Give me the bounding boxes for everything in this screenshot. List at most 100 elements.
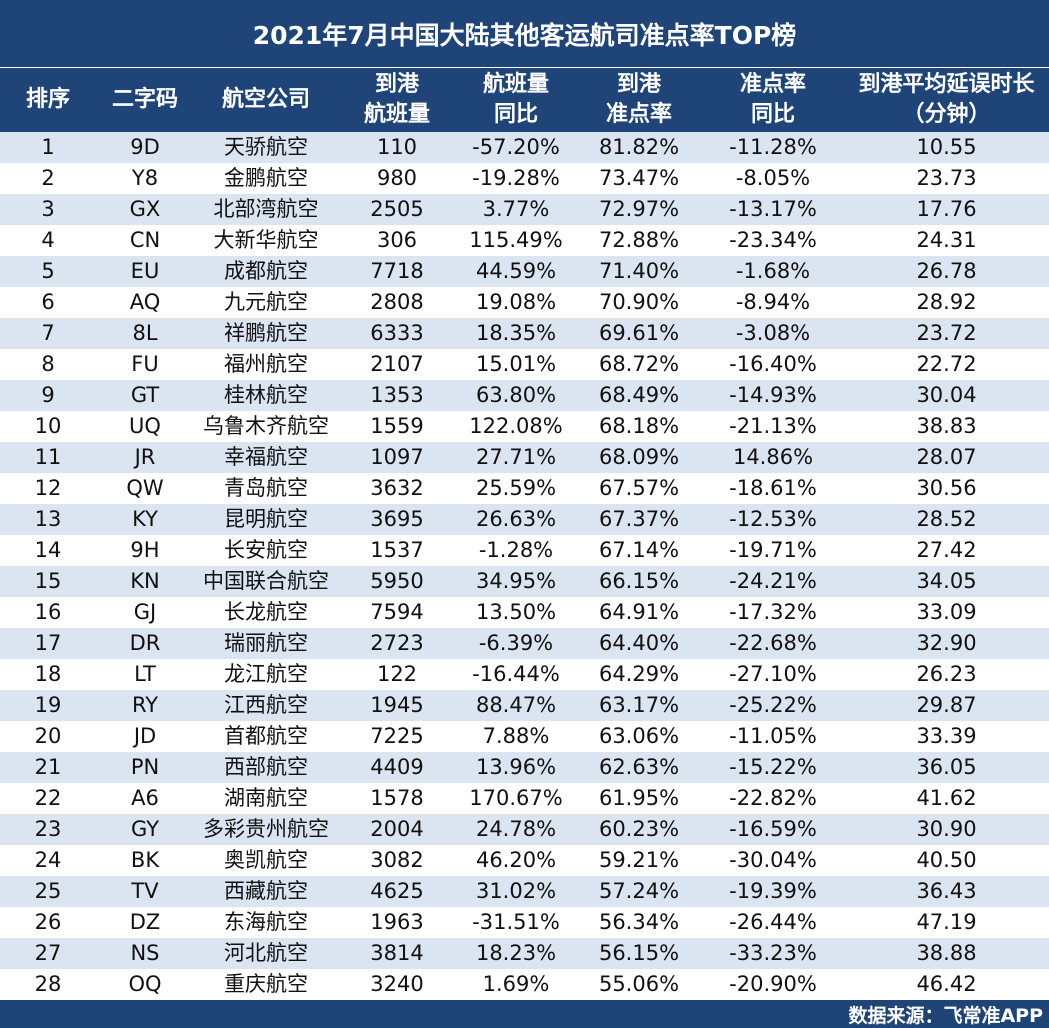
cell-ontime-rate: 68.49% [598,383,680,407]
cell-avg-delay: 10.55 [916,135,977,159]
header-line1: 排序 [25,87,70,112]
cell-flights-yoy: 46.20% [475,848,557,872]
cell-flights-yoy: 31.02% [475,879,557,903]
cell-ontime-yoy: -8.05% [735,166,811,190]
cell-rank: 1 [41,135,55,159]
cell-avg-delay: 41.62 [916,786,977,810]
cell-ontime-yoy: -16.59% [729,817,817,841]
cell-rank: 9 [41,383,55,407]
header-flights-yoy: 航班量 同比 [456,68,576,132]
table-row: 21 PN 西部航空 4409 13.96% 62.63% -15.22% 36.05 [0,752,1049,783]
cell-flights-yoy: -57.20% [472,135,560,159]
cell-code: 9D [130,135,160,159]
cell-ontime-yoy: -13.17% [729,197,817,221]
cell-ontime-rate: 55.06% [598,972,680,996]
cell-avg-delay: 36.43 [916,879,977,903]
cell-airline: 长龙航空 [224,600,308,624]
cell-rank: 23 [34,817,62,841]
cell-ontime-yoy: -11.28% [729,135,817,159]
table-row: 26 DZ 东海航空 1963 -31.51% 56.34% -26.44% 47.19 [0,907,1049,938]
cell-avg-delay: 26.23 [916,662,977,686]
cell-ontime-rate: 72.88% [598,228,680,252]
cell-avg-delay: 30.56 [916,476,977,500]
header-line1: 到港 [616,72,661,97]
cell-code: AQ [129,290,161,314]
table-row: 1 9D 天骄航空 110 -57.20% 81.82% -11.28% 10.55 [0,132,1049,163]
cell-rank: 5 [41,259,55,283]
cell-arrival-flights: 7718 [370,259,424,283]
cell-ontime-rate: 62.63% [598,755,680,779]
cell-flights-yoy: 115.49% [469,228,563,252]
cell-code: DZ [129,910,161,934]
cell-rank: 26 [34,910,62,934]
cell-ontime-rate: 63.06% [598,724,680,748]
cell-avg-delay: 28.07 [916,445,977,469]
cell-ontime-yoy: -11.05% [729,724,817,748]
cell-airline: 江西航空 [224,693,308,717]
cell-arrival-flights: 4409 [370,755,424,779]
cell-arrival-flights: 1945 [370,693,424,717]
cell-airline: 长安航空 [224,538,308,562]
cell-flights-yoy: 13.50% [475,600,557,624]
cell-arrival-flights: 5950 [370,569,424,593]
cell-avg-delay: 30.04 [916,383,977,407]
header-rank: 排序 [0,68,96,132]
data-source-footer: 数据来源：飞常准APP [0,1000,1049,1028]
table-row: 9 GT 桂林航空 1353 63.80% 68.49% -14.93% 30.04 [0,380,1049,411]
cell-arrival-flights: 110 [376,135,418,159]
cell-avg-delay: 29.87 [916,693,977,717]
cell-code: A6 [131,786,159,810]
cell-ontime-yoy: -33.23% [729,941,817,965]
cell-arrival-flights: 1578 [370,786,424,810]
cell-avg-delay: 33.39 [916,724,977,748]
header-line2: 准点率 [605,102,672,127]
cell-ontime-yoy: -22.68% [729,631,817,655]
cell-rank: 6 [41,290,55,314]
cell-ontime-yoy: -8.94% [735,290,811,314]
cell-arrival-flights: 1353 [370,383,424,407]
cell-code: LT [134,662,156,686]
cell-arrival-flights: 3632 [370,476,424,500]
cell-ontime-yoy: -16.40% [729,352,817,376]
cell-code: RY [131,693,159,717]
cell-ontime-rate: 64.91% [598,600,680,624]
cell-rank: 11 [34,445,62,469]
cell-arrival-flights: 2723 [370,631,424,655]
cell-airline: 昆明航空 [224,507,308,531]
cell-arrival-flights: 7594 [370,600,424,624]
cell-code: GY [130,817,160,841]
cell-ontime-rate: 73.47% [598,166,680,190]
cell-flights-yoy: 34.95% [475,569,557,593]
cell-rank: 22 [34,786,62,810]
cell-arrival-flights: 980 [376,166,418,190]
cell-flights-yoy: 88.47% [475,693,557,717]
table-row: 23 GY 多彩贵州航空 2004 24.78% 60.23% -16.59% 30.90 [0,814,1049,845]
cell-arrival-flights: 2004 [370,817,424,841]
cell-airline: 大新华航空 [213,228,319,252]
cell-rank: 17 [34,631,62,655]
cell-rank: 10 [34,414,62,438]
table-row: 2 Y8 金鹏航空 980 -19.28% 73.47% -8.05% 23.73 [0,163,1049,194]
table-row: 18 LT 龙江航空 122 -16.44% 64.29% -27.10% 26.23 [0,659,1049,690]
cell-airline: 河北航空 [224,941,308,965]
cell-ontime-rate: 68.09% [598,445,680,469]
cell-arrival-flights: 122 [376,662,418,686]
cell-rank: 8 [41,352,55,376]
cell-avg-delay: 23.73 [916,166,977,190]
cell-ontime-yoy: -24.21% [729,569,817,593]
cell-rank: 3 [41,197,55,221]
cell-rank: 15 [34,569,62,593]
cell-ontime-rate: 81.82% [598,135,680,159]
header-line1: 到港 [374,72,419,97]
table-body: 1 9D 天骄航空 110 -57.20% 81.82% -11.28% 10.55 2 Y8 金鹏… [0,132,1049,1000]
table-row: 3 GX 北部湾航空 2505 3.77% 72.97% -13.17% 17.76 [0,194,1049,225]
cell-code: NS [130,941,160,965]
cell-code: 9H [130,538,160,562]
cell-code: Y8 [131,166,159,190]
cell-code: PN [130,755,160,779]
cell-airline: 多彩贵州航空 [203,817,329,841]
table-row: 13 KY 昆明航空 3695 26.63% 67.37% -12.53% 28.52 [0,504,1049,535]
cell-ontime-yoy: -3.08% [735,321,811,345]
header-line1: 二字码 [111,87,178,112]
table-row: 4 CN 大新华航空 306 115.49% 72.88% -23.34% 24.31 [0,225,1049,256]
